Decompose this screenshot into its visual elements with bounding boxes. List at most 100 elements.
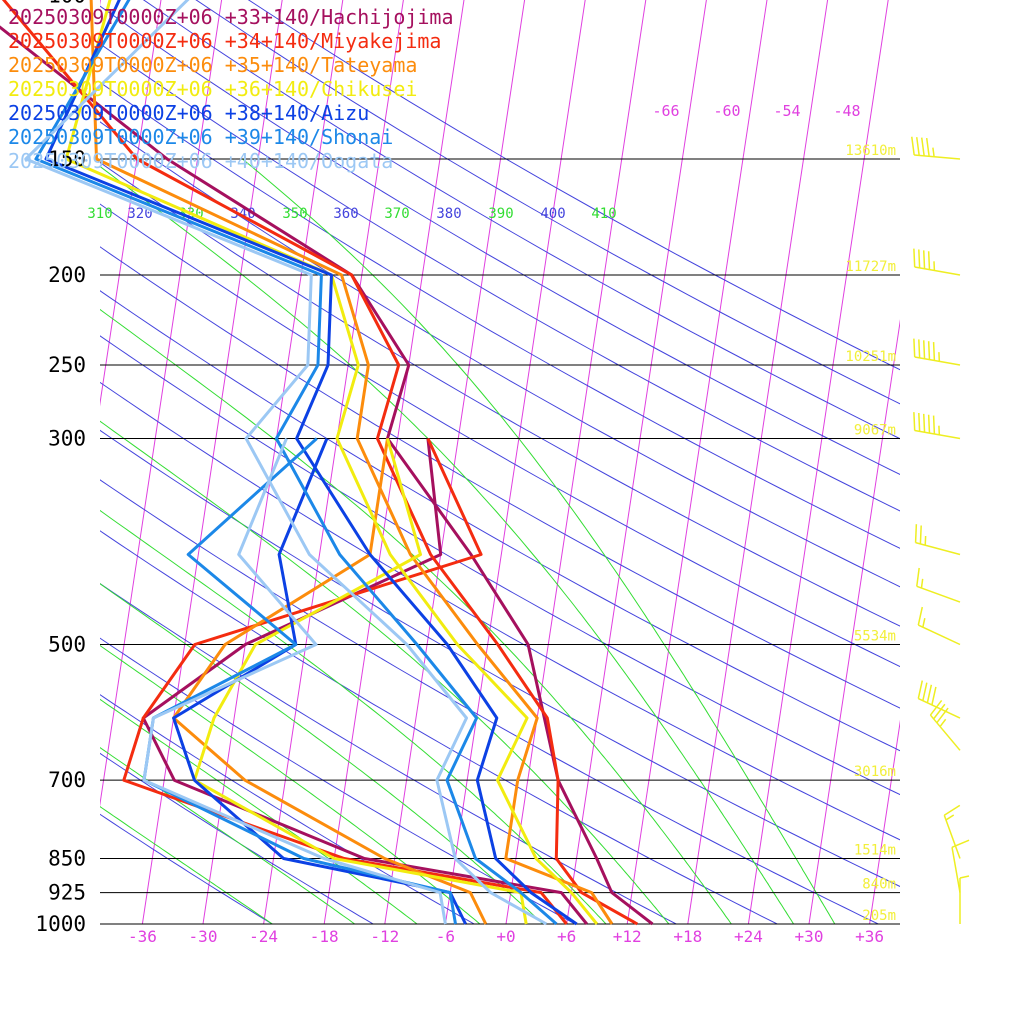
temperature-tick-label: -24 <box>249 927 278 946</box>
wind-barb-flag <box>943 804 961 816</box>
wind-barb-staff <box>929 714 961 751</box>
pressure-tick-label: 1000 <box>35 912 86 936</box>
wind-barb-flag <box>920 137 925 156</box>
pressure-tick-label: 700 <box>48 768 86 792</box>
height-label: 13610m <box>845 143 896 159</box>
wind-barb-flag <box>927 341 931 360</box>
wind-barb-flag <box>918 339 921 358</box>
upper-isotherm-label: -48 <box>833 102 860 120</box>
wind-barb <box>914 524 961 556</box>
x-axis-ticks: -36 -30 -24 -18 -12 -6 +0 +6 +12 +18 +24 +30 +36 <box>128 927 884 946</box>
wind-barb <box>913 338 961 366</box>
upper-isotherm-label: -60 <box>713 102 740 120</box>
height-label: 10251m <box>845 349 896 365</box>
wind-barb-staff <box>914 154 961 160</box>
theta-label: 380 <box>436 206 461 222</box>
wind-barb-flag <box>926 684 933 703</box>
temperature-tick-label: +30 <box>795 927 824 946</box>
isotherm-line <box>384 0 526 924</box>
wind-barb-flag <box>922 682 928 701</box>
temperature-line <box>89 0 614 925</box>
theta-label: 310 <box>87 206 112 222</box>
isotherm-line <box>444 0 586 924</box>
dewpoint-line <box>142 437 447 925</box>
temperature-tick-label: +0 <box>496 927 515 946</box>
wind-barb-staff <box>917 624 961 646</box>
dry-adiabat-line <box>100 813 274 924</box>
legend-entry: 20250309T0000Z+06 +39+140/Shonai <box>8 125 393 149</box>
wind-barb-flag <box>932 342 936 361</box>
wind-barb-flag <box>922 340 926 359</box>
wind-barb-flag <box>932 415 936 435</box>
wind-barb-staff <box>917 697 961 719</box>
moist-adiabat-grid <box>100 158 836 924</box>
dewpoint-line <box>122 437 568 925</box>
dry-adiabat-line <box>100 429 900 888</box>
wind-barb-flag <box>917 680 924 699</box>
temperature-tick-label: -36 <box>128 927 157 946</box>
wind-barb-staff <box>914 429 961 440</box>
wind-barb-flag <box>927 251 931 270</box>
dry-adiabat-line <box>100 381 900 841</box>
height-label: 840m <box>862 877 896 893</box>
temperature-tick-label: -12 <box>370 927 399 946</box>
dry-adiabat-line <box>100 290 900 752</box>
pressure-tick-label: 100 <box>48 0 86 8</box>
pressure-tick-label: 300 <box>48 427 86 451</box>
wind-barb-half <box>932 147 935 157</box>
temperature-line <box>24 0 548 926</box>
pressure-tick-label: 850 <box>48 846 86 870</box>
isotherm-line <box>323 0 465 924</box>
pressure-tick-label: 925 <box>48 881 86 905</box>
theta-label: 390 <box>488 206 513 222</box>
dewpoint-line <box>172 438 488 925</box>
temperature-tick-label: -18 <box>310 927 339 946</box>
wind-barb-flag <box>929 699 943 716</box>
height-label: 3016m <box>854 764 896 780</box>
wind-barb <box>959 875 970 924</box>
legend-entry: 20250309T0000Z+06 +34+140/Miyakejima <box>8 29 441 53</box>
wind-barb-flag <box>913 338 916 358</box>
wind-barb <box>917 680 961 719</box>
wind-barb-half <box>959 875 970 879</box>
dry-adiabat-line <box>100 752 375 924</box>
temperature-line <box>44 0 578 926</box>
temperature-tick-label: -6 <box>436 927 455 946</box>
isotherm-line <box>566 0 707 924</box>
wind-barb-half <box>939 718 947 728</box>
pressure-grid <box>100 158 900 925</box>
height-label: 1514m <box>854 842 896 858</box>
wind-barb-flag <box>936 707 949 724</box>
pressure-tick-label: 500 <box>48 633 86 657</box>
temperature-tick-label: +24 <box>734 927 763 946</box>
wind-barb-flag <box>918 412 921 432</box>
wind-barb-flag <box>927 414 931 434</box>
wind-barb-half <box>920 578 924 589</box>
temperature-tick-label: -30 <box>189 927 218 946</box>
temperature-line <box>64 0 599 925</box>
isotherm-line <box>687 0 829 924</box>
dry-adiabat-line <box>100 583 678 924</box>
legend-entry: 20250309T0000Z+06 +40+140/Oogata <box>8 149 393 173</box>
isotherm-line <box>100 0 162 407</box>
theta-label: 410 <box>591 206 616 222</box>
dry-adiabat-line <box>100 637 577 924</box>
pressure-tick-label: 250 <box>48 353 86 377</box>
temperature-tick-label: +18 <box>673 927 702 946</box>
y-axis-ticks: 100 150 200 250 300 500 700 850 925 1000 <box>35 0 86 936</box>
upper-isotherm-label: -54 <box>773 102 800 120</box>
temperature-line <box>34 0 558 926</box>
legend-entry: 20250309T0000Z+06 +36+140/Chikusei <box>8 77 417 101</box>
height-label: 5534m <box>854 629 896 645</box>
temperature-tick-label: +36 <box>855 927 884 946</box>
wind-barb-flag <box>914 524 918 543</box>
height-label: 9067m <box>854 423 896 439</box>
wind-barb-flag <box>919 525 922 544</box>
pressure-tick-label: 200 <box>48 263 86 287</box>
theta-label: 400 <box>540 206 565 222</box>
wind-barb-staff <box>914 356 961 366</box>
isotherm-line <box>141 0 283 924</box>
isotherm-grid <box>100 0 900 924</box>
temperature-tick-label: +6 <box>557 927 576 946</box>
